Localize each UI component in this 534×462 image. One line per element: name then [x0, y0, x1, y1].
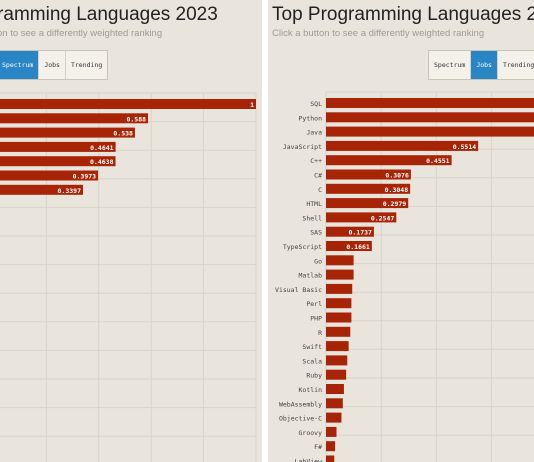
bar [326, 326, 351, 337]
jobs-button[interactable]: Jobs [471, 51, 498, 79]
category-label: Groovy [299, 429, 323, 437]
data-label: 0.4638 [90, 158, 114, 166]
bar [326, 98, 534, 108]
category-label: Python [299, 114, 323, 122]
bar [326, 198, 409, 209]
category-label: PHP [310, 315, 322, 323]
bar [326, 241, 372, 251]
bar [326, 441, 336, 452]
data-label: 0.588 [126, 115, 146, 123]
bar [326, 212, 397, 223]
category-label: Kotlin [299, 386, 323, 394]
right-ranking-button-group: Spectrum Jobs Trending [428, 50, 534, 80]
spectrum-button[interactable]: Spectrum [0, 51, 40, 79]
bar [326, 169, 411, 180]
data-label: 0.5514 [453, 143, 477, 151]
left-chart-subtitle: Click a button to see a differently weig… [0, 28, 163, 39]
data-label: 0.3397 [58, 187, 82, 195]
category-label: LabView [295, 458, 322, 462]
category-label: F# [314, 443, 322, 451]
category-label: JavaScript [283, 143, 322, 151]
jobs-button[interactable]: Jobs [39, 51, 66, 79]
bar [326, 155, 452, 166]
category-label: SAS [310, 229, 322, 237]
bar [326, 369, 347, 380]
category-label: C# [314, 172, 322, 180]
category-label: Shell [302, 214, 322, 222]
left-chart-title: Top Programming Languages 2023 [0, 4, 218, 25]
data-label: 0.2547 [371, 214, 395, 222]
data-label: 0.2979 [383, 200, 407, 208]
data-label: 0.3048 [385, 186, 409, 194]
left-ranking-button-group: Spectrum Jobs Trending [0, 50, 109, 80]
category-label: Visual Basic [275, 286, 322, 294]
left-bar-chart: 1 0.588 0.538 0.4641 0.4638 0.3973 0.3397 [0, 92, 257, 462]
category-label: Java [306, 129, 322, 137]
bar [326, 312, 352, 323]
bar [0, 141, 116, 152]
data-label: 0.538 [113, 130, 133, 138]
right-title-clip: Top Programming Languages 2023 [272, 4, 534, 32]
bar [326, 384, 344, 394]
bar [326, 412, 342, 423]
bar [326, 298, 352, 309]
data-label: 0.4551 [426, 157, 450, 165]
bar [326, 426, 337, 437]
left-title-clip: Top Programming Languages 2023 [0, 4, 262, 32]
bar [326, 126, 534, 137]
bar [326, 140, 479, 151]
trending-button[interactable]: Trending [65, 51, 108, 79]
bar [326, 226, 374, 237]
data-label: 0.1661 [346, 243, 370, 251]
bar [326, 255, 354, 266]
category-label: Matlab [299, 272, 323, 280]
data-label: 0.3076 [385, 172, 409, 180]
category-label: Perl [306, 300, 322, 308]
category-label: TypeScript [283, 243, 322, 251]
data-label: 0.1737 [348, 229, 372, 237]
category-label: R [318, 329, 322, 337]
category-label: Go [314, 257, 322, 265]
category-label: C [318, 186, 322, 194]
bar [0, 113, 149, 124]
category-label: Swift [302, 343, 322, 351]
bar [326, 183, 411, 194]
category-label: HTML [306, 200, 322, 208]
bar [0, 127, 135, 138]
category-label: Objective-C [279, 415, 322, 423]
right-chart-panel: Top Programming Languages 2023 Click a b… [268, 0, 534, 462]
bar [0, 99, 256, 109]
bar [0, 184, 84, 195]
spectrum-button[interactable]: Spectrum [429, 51, 472, 79]
bar [326, 112, 534, 123]
bar [0, 170, 99, 181]
category-label: Ruby [306, 372, 322, 380]
right-chart-subtitle: Click a button to see a differently weig… [272, 28, 485, 39]
trending-button[interactable]: Trending [497, 51, 534, 79]
bar [326, 398, 343, 409]
bar [326, 355, 348, 366]
left-chart-panel: Top Programming Languages 2023 Click a b… [0, 0, 262, 462]
category-label: SQL [310, 100, 322, 108]
right-bar-chart: SQL Python Java JavaScript 0.5514 C++ 0.4551 C#… [275, 91, 534, 462]
right-chart-title: Top Programming Languages 2023 [272, 4, 534, 25]
bar [326, 283, 353, 294]
bar [326, 455, 335, 462]
data-label: 0.4641 [90, 144, 114, 152]
category-label: C++ [310, 157, 322, 165]
category-label: Scala [302, 357, 322, 365]
bar [326, 269, 354, 280]
bar [0, 156, 116, 167]
category-label: WebAssembly [279, 400, 322, 408]
data-label: 0.3973 [73, 173, 97, 181]
data-label: 1 [250, 101, 254, 109]
bar [326, 341, 349, 352]
